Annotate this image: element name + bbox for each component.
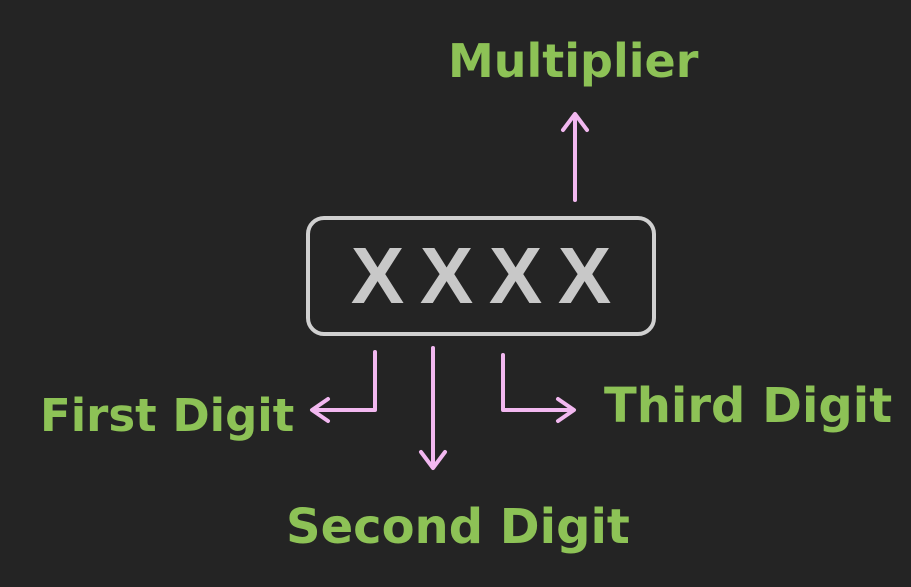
third-digit-label: Third Digit [604, 378, 893, 434]
multiplier-label: Multiplier [448, 34, 699, 88]
multiplier-placeholder: X [557, 231, 612, 320]
third-digit-arrow [501, 353, 576, 423]
second-digit-placeholder: X [419, 231, 474, 320]
second-digit-label: Second Digit [286, 499, 630, 555]
multiplier-arrow [561, 112, 589, 202]
third-digit-placeholder: X [488, 231, 543, 320]
first-digit-label: First Digit [40, 389, 295, 442]
second-digit-arrow [419, 346, 447, 470]
first-digit-arrow [310, 350, 377, 423]
first-digit-placeholder: X [350, 231, 405, 320]
code-box: X X X X [306, 216, 656, 336]
